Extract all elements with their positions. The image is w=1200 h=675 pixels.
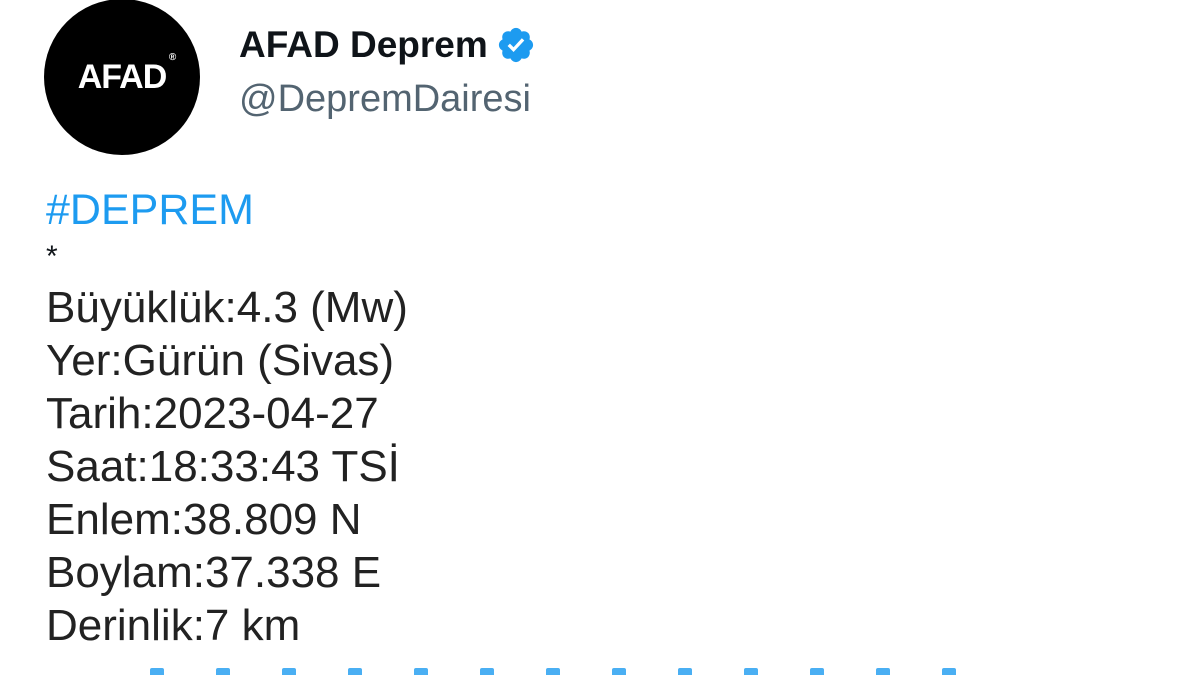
hashtag-link[interactable]: #DEPREM [46,186,254,234]
location-line: Yer:Gürün (Sivas) [46,336,395,385]
time-line: Saat:18:33:43 TSİ [46,442,400,491]
longitude-line: Boylam:37.338 E [46,548,382,597]
depth-line: Derinlik:7 km [46,601,301,650]
magnitude-line: Büyüklük:4.3 (Mw) [46,283,408,332]
tweet-body: #DEPREM * Büyüklük:4.3 (Mw) Yer:Gürün (S… [46,183,408,652]
latitude-line: Enlem:38.809 N [46,495,362,544]
user-handle[interactable]: @DepremDairesi [239,78,531,120]
truncated-link-line [150,665,1050,675]
display-name[interactable]: AFAD Deprem [239,24,536,66]
display-name-text: AFAD Deprem [239,24,488,65]
separator: * [46,240,58,273]
verified-badge-icon [498,27,533,63]
logo-text: AFAD ® [77,51,177,96]
avatar[interactable]: AFAD ® [44,0,200,155]
date-line: Tarih:2023-04-27 [46,389,379,438]
afad-logo: AFAD ® [44,0,200,155]
